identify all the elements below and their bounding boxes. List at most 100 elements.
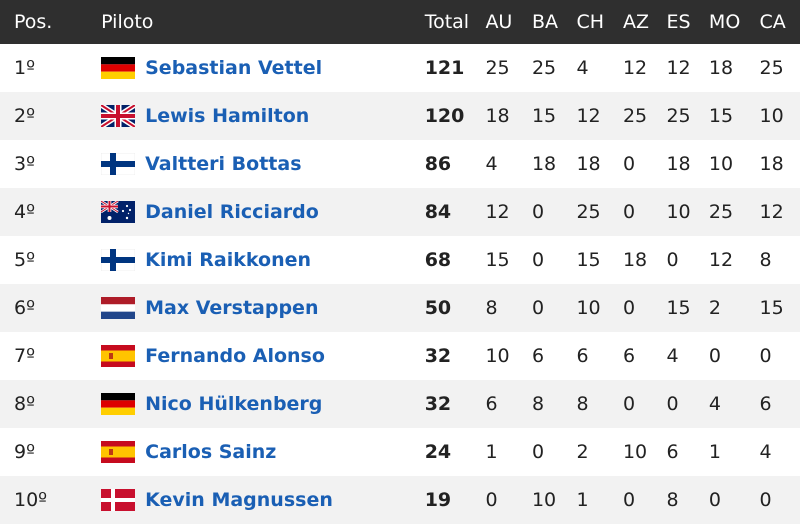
driver-link[interactable]: Max Verstappen	[145, 297, 319, 319]
total-points-cell: 19	[424, 489, 452, 511]
driver-wrap: Nico Hülkenberg	[101, 393, 419, 415]
table-row: 9º Carlos Sainz 24 1 0 2 10 6 1 4	[0, 428, 800, 476]
race-points-mo: 12	[708, 249, 734, 271]
race-points-es: 8	[666, 489, 679, 511]
race-points-mo: 18	[708, 57, 734, 79]
race-points-au: 8	[485, 297, 498, 319]
race-points-az: 25	[622, 105, 648, 127]
race-points-es: 10	[666, 201, 691, 223]
race-points-es: 6	[666, 441, 679, 463]
driver-wrap: Carlos Sainz	[101, 441, 419, 463]
race-points-az: 0	[622, 297, 636, 319]
race-points-az: 0	[622, 153, 636, 175]
germany-flag-icon	[101, 393, 136, 415]
race-points-mo: 2	[708, 297, 722, 319]
germany-flag-icon	[101, 57, 136, 79]
position-cell: 5º	[14, 249, 36, 271]
total-points-cell: 84	[424, 201, 452, 223]
header-race-mo[interactable]: MO	[708, 11, 741, 33]
driver-link[interactable]: Carlos Sainz	[145, 441, 277, 463]
driver-cell: Max Verstappen	[101, 284, 419, 332]
driver-wrap: Kevin Magnussen	[101, 489, 419, 511]
position-cell: 8º	[14, 393, 36, 415]
race-points-ca: 10	[759, 105, 784, 127]
driver-link[interactable]: Fernando Alonso	[145, 345, 325, 367]
race-points-es: 0	[666, 249, 679, 271]
header-race-ba[interactable]: BA	[531, 11, 558, 33]
race-points-mo: 25	[708, 201, 734, 223]
driver-link[interactable]: Valtteri Bottas	[145, 153, 302, 175]
driver-link[interactable]: Kimi Raikkonen	[145, 249, 312, 271]
race-points-ba: 6	[531, 345, 545, 367]
race-points-az: 0	[622, 393, 636, 415]
race-points-mo: 15	[708, 105, 734, 127]
race-points-ca: 4	[759, 441, 772, 463]
race-points-az: 10	[622, 441, 648, 463]
race-points-au: 25	[485, 57, 510, 79]
header-race-az[interactable]: AZ	[622, 11, 649, 33]
position-cell: 1º	[14, 57, 36, 79]
header-total[interactable]: Total	[424, 11, 470, 33]
finland-flag-icon	[101, 249, 136, 271]
race-points-ca: 12	[759, 201, 784, 223]
race-points-ch: 25	[576, 201, 601, 223]
driver-wrap: Fernando Alonso	[101, 345, 419, 367]
australia-flag-icon	[101, 201, 136, 223]
table-row: 1º Sebastian Vettel 121 25 25 4 12 12 18 25	[0, 44, 800, 92]
table-row: 6º Max Verstappen 50 8 0 10 0 15 2 15	[0, 284, 800, 332]
total-points-cell: 68	[424, 249, 452, 271]
race-points-ca: 15	[759, 297, 784, 319]
race-points-au: 12	[485, 201, 510, 223]
total-points-cell: 24	[424, 441, 452, 463]
position-cell: 10º	[14, 489, 48, 511]
header-race-ca[interactable]: CA	[759, 11, 786, 33]
race-points-ba: 10	[531, 489, 557, 511]
race-points-ch: 15	[576, 249, 601, 271]
race-points-mo: 0	[708, 345, 722, 367]
driver-cell: Kevin Magnussen	[101, 476, 419, 524]
uk-flag-icon	[101, 105, 136, 127]
race-points-ch: 2	[576, 441, 589, 463]
header-driver[interactable]: Piloto	[101, 11, 154, 33]
race-points-au: 4	[485, 153, 498, 175]
driver-wrap: Kimi Raikkonen	[101, 249, 419, 271]
race-points-es: 15	[666, 297, 691, 319]
table-row: 5º Kimi Raikkonen 68 15 0 15 18 0 12 8	[0, 236, 800, 284]
race-points-ba: 0	[531, 249, 545, 271]
header-race-es[interactable]: ES	[666, 11, 691, 33]
total-points-cell: 120	[424, 105, 465, 127]
driver-link[interactable]: Daniel Ricciardo	[145, 201, 319, 223]
header-race-au[interactable]: AU	[485, 11, 513, 33]
driver-link[interactable]: Nico Hülkenberg	[145, 393, 323, 415]
table-row: 10º Kevin Magnussen 19 0 10 1 0 8 0 0	[0, 476, 800, 524]
race-points-ch: 1	[576, 489, 589, 511]
race-points-es: 0	[666, 393, 679, 415]
race-points-ch: 4	[576, 57, 589, 79]
race-points-au: 6	[485, 393, 498, 415]
table-row: 2º Lewis Hamilton 120 18 15 12 25 25 15 10	[0, 92, 800, 140]
driver-link[interactable]: Kevin Magnussen	[145, 489, 333, 511]
header-pos[interactable]: Pos.	[14, 11, 53, 33]
driver-cell: Valtteri Bottas	[101, 140, 419, 188]
total-points-cell: 32	[424, 345, 452, 367]
driver-cell: Daniel Ricciardo	[101, 188, 419, 236]
driver-link[interactable]: Sebastian Vettel	[145, 57, 323, 79]
driver-link[interactable]: Lewis Hamilton	[145, 105, 310, 127]
race-points-mo: 4	[708, 393, 722, 415]
position-cell: 2º	[14, 105, 36, 127]
spain-flag-icon	[101, 441, 136, 463]
race-points-az: 0	[622, 489, 636, 511]
race-points-ba: 0	[531, 441, 545, 463]
header-race-ch[interactable]: CH	[576, 11, 605, 33]
race-points-ch: 12	[576, 105, 601, 127]
driver-wrap: Valtteri Bottas	[101, 153, 419, 175]
race-points-ch: 8	[576, 393, 589, 415]
race-points-au: 18	[485, 105, 510, 127]
table-header-row: Pos. Piloto Total AU BA CH AZ ES MO CA	[0, 0, 800, 44]
race-points-mo: 1	[708, 441, 722, 463]
race-points-au: 15	[485, 249, 510, 271]
race-points-ch: 10	[576, 297, 601, 319]
spain-flag-icon	[101, 345, 136, 367]
denmark-flag-icon	[101, 489, 136, 511]
